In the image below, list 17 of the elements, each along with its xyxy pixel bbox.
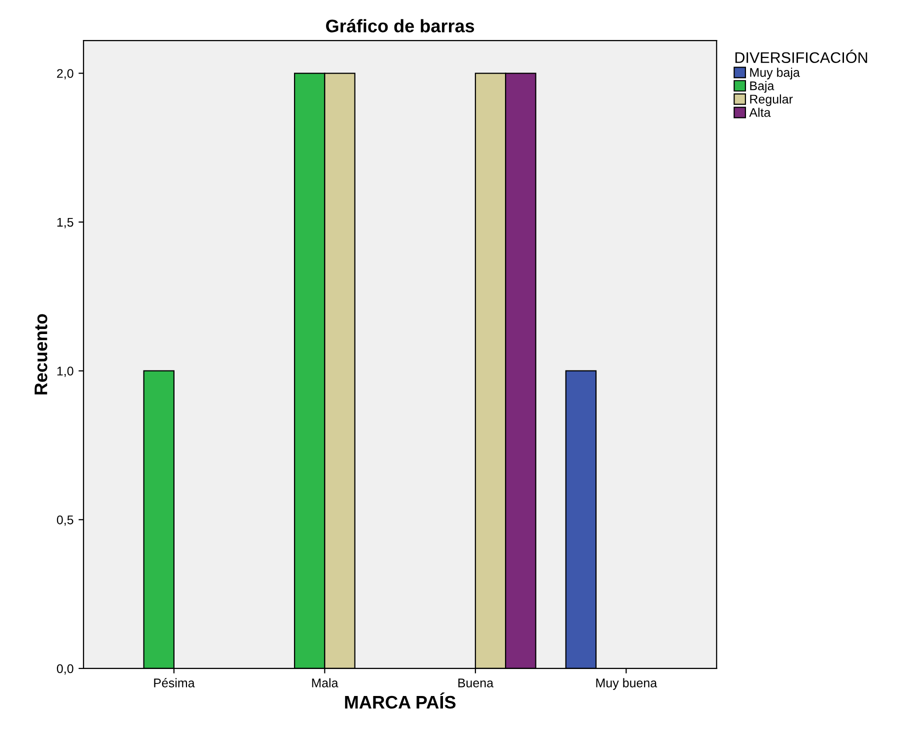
x-tick-label: Muy buena	[596, 678, 658, 690]
legend-label: Baja	[750, 81, 774, 93]
x-tick-label: Mala	[312, 678, 338, 688]
y-axis-title: Recuento	[34, 314, 48, 394]
x-tick-label: Buena	[458, 678, 494, 688]
y-tick-label: 1,0	[57, 366, 74, 377]
legend-title: DIVERSIFICACIÓN	[735, 50, 868, 64]
legend-label: Regular	[750, 94, 793, 106]
y-tick-label: 0,5	[56, 515, 74, 526]
legend-label: Alta	[749, 108, 771, 117]
chart-title: Gráfico de barras	[326, 18, 474, 32]
x-axis-title: MARCA PAÍS	[345, 692, 456, 709]
x-tick-label: Pésima	[154, 678, 195, 688]
y-tick-label: 1,5	[57, 218, 74, 228]
legend-label: Muy baja	[750, 68, 800, 80]
y-tick-label: 2,0	[57, 69, 74, 80]
y-tick-label: 0,0	[56, 664, 74, 675]
